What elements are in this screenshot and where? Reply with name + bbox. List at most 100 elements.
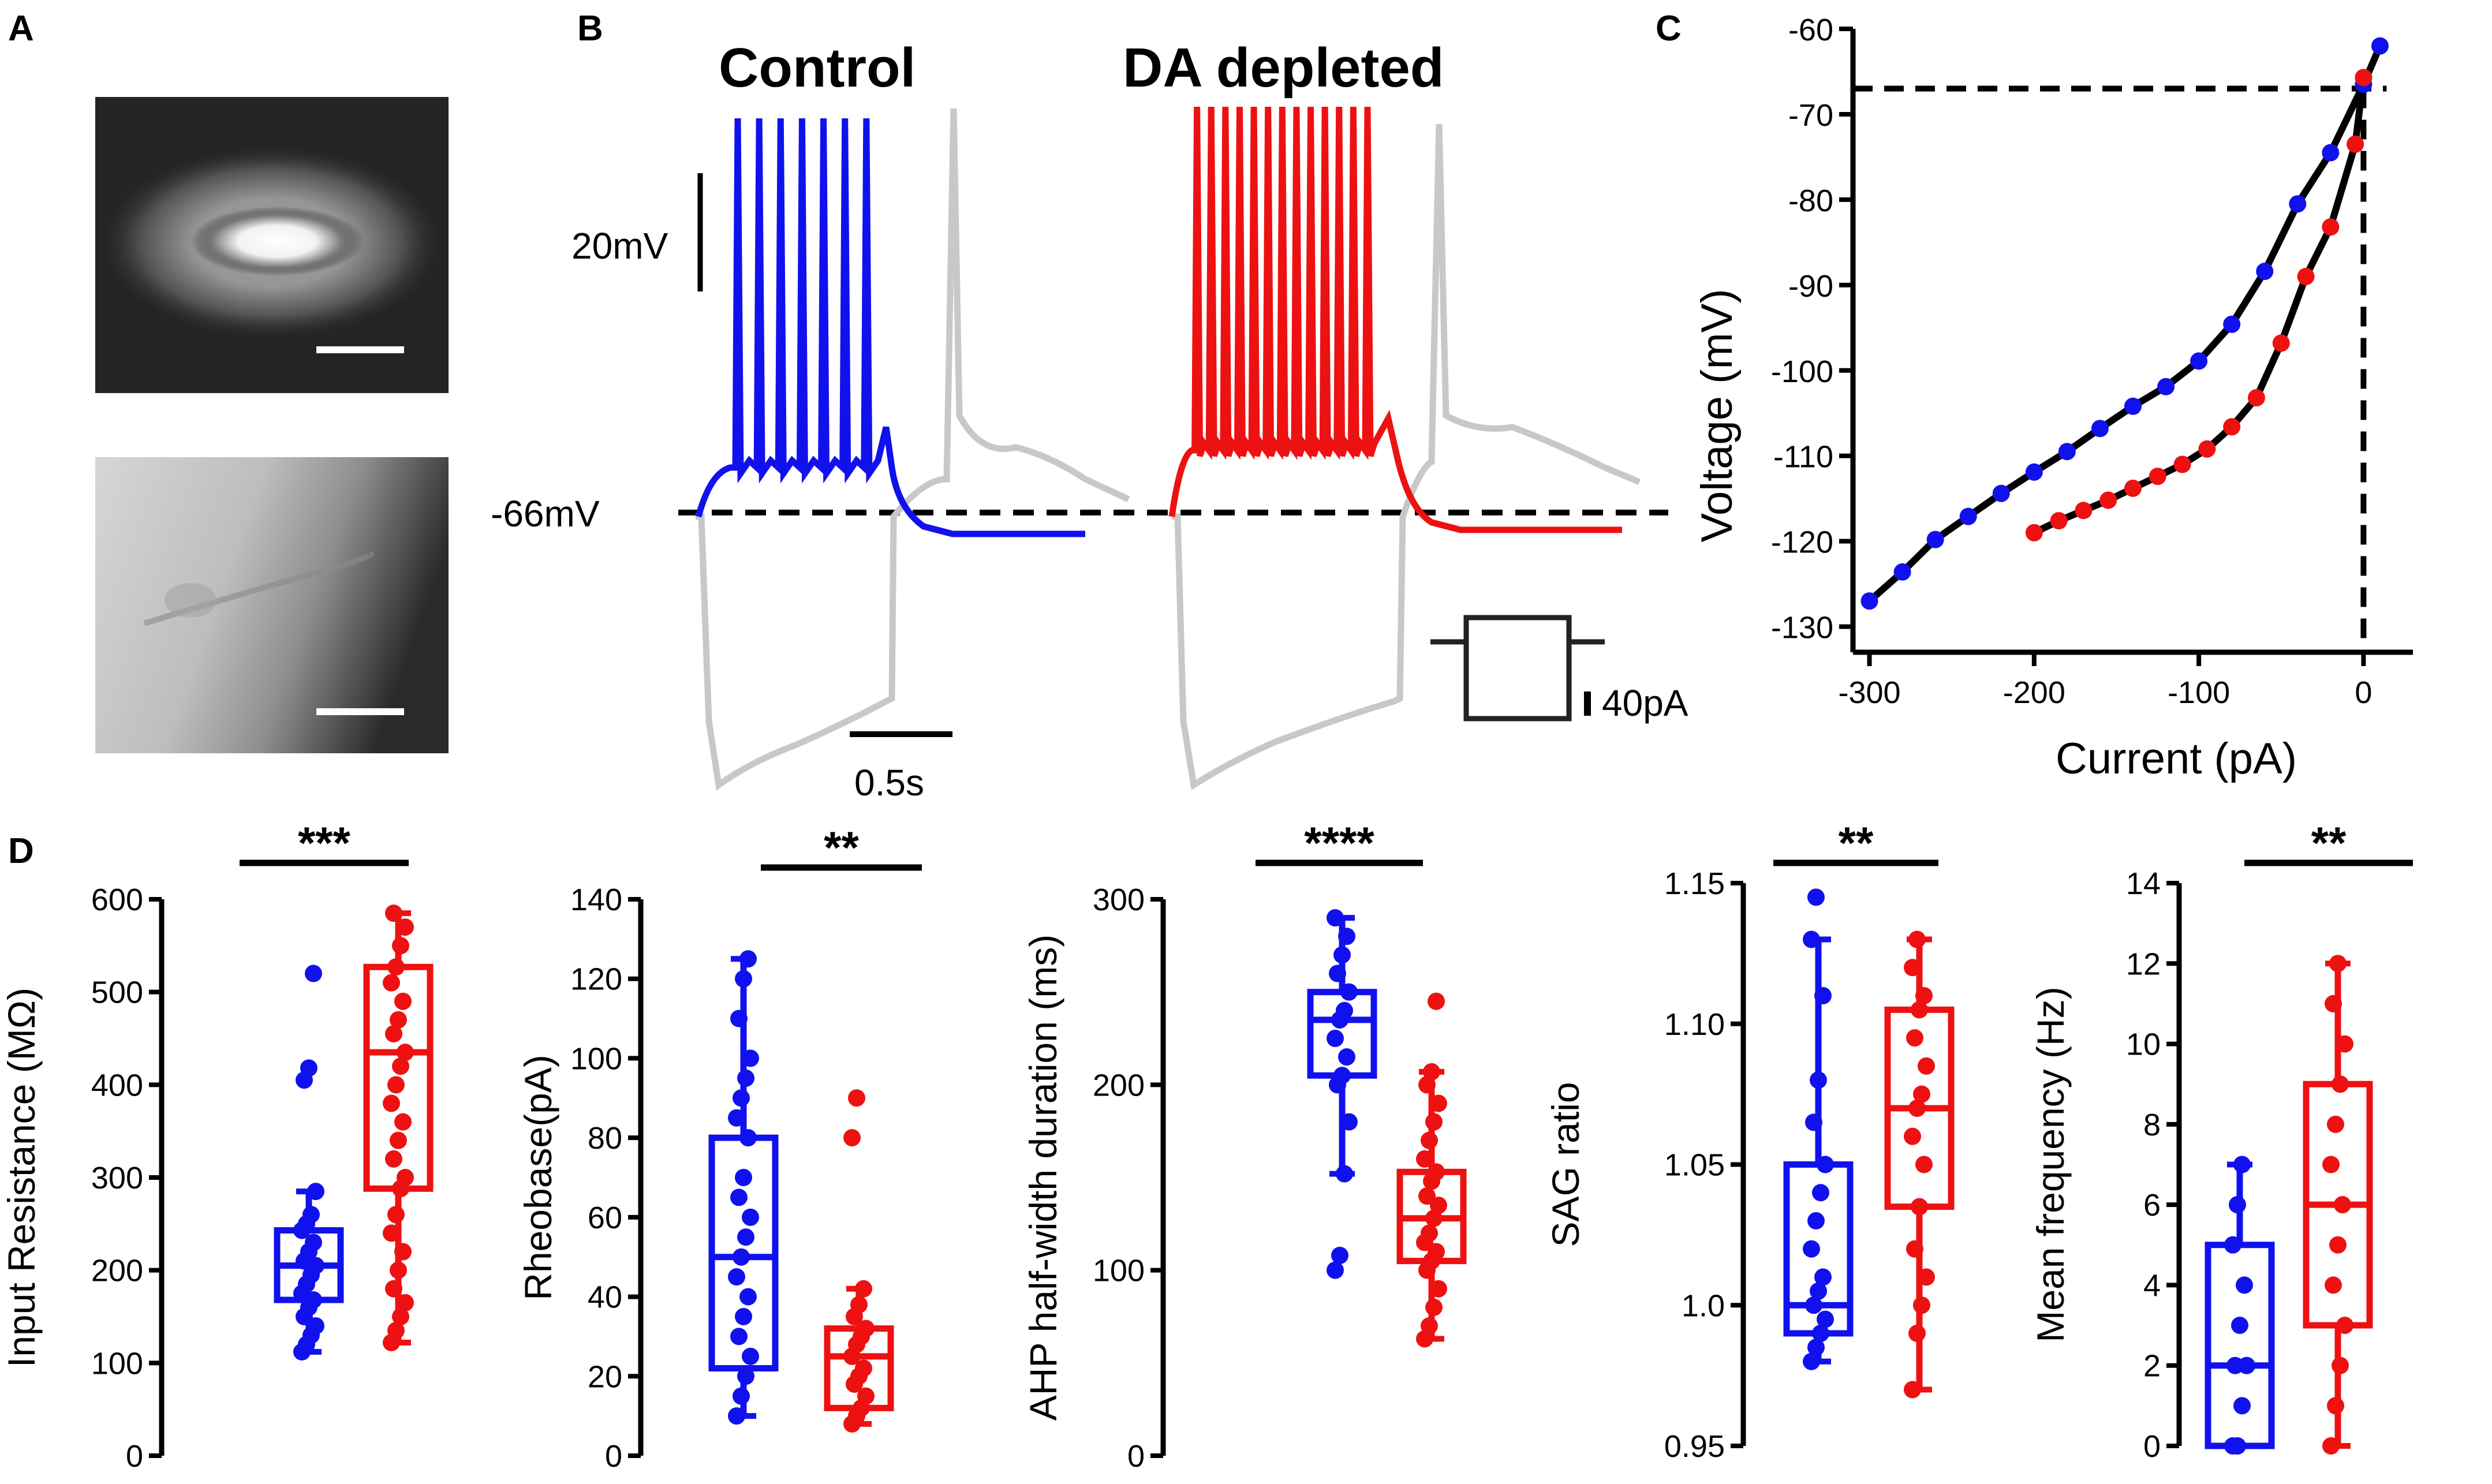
iv-point-control bbox=[2025, 463, 2043, 481]
sag_ratio-y-tick-label: 1.15 bbox=[1664, 866, 1725, 901]
mean_frequency-y-tick-label: 4 bbox=[2143, 1268, 2161, 1303]
input_resistance-da-depleted-point bbox=[385, 1150, 402, 1168]
iv-y-axis-label: Voltage (mV) bbox=[1693, 289, 1742, 542]
rheobase-y-tick-label: 120 bbox=[570, 962, 622, 997]
ahp_half_width-da-depleted-point bbox=[1423, 1063, 1440, 1081]
iv-x-tick-label: -100 bbox=[2168, 675, 2230, 710]
dic-image bbox=[95, 457, 449, 753]
fluorescence-image bbox=[95, 97, 449, 393]
mean_frequency-da-depleted-point bbox=[2329, 955, 2347, 973]
input_resistance-y-tick-label: 300 bbox=[91, 1161, 143, 1195]
sag_ratio-control-point bbox=[1803, 1352, 1820, 1370]
input_resistance-control-point bbox=[307, 1183, 324, 1201]
input_resistance-control-point bbox=[305, 1233, 322, 1251]
mean_frequency-y-tick-label: 10 bbox=[2126, 1027, 2161, 1062]
control-title: Control bbox=[719, 37, 916, 99]
sag_ratio-control-point bbox=[1814, 987, 1832, 1004]
iv-x-tick-label: -200 bbox=[2003, 675, 2065, 710]
input_resistance-da-depleted-point bbox=[390, 1261, 407, 1279]
scale-bar-top bbox=[316, 346, 404, 353]
iv-point-control bbox=[2256, 263, 2274, 281]
sag_ratio-da-depleted-point bbox=[1918, 1268, 1935, 1286]
rheobase-y-tick-label: 20 bbox=[588, 1359, 622, 1394]
input_resistance-da-depleted-point bbox=[387, 1206, 405, 1224]
input_resistance-da-depleted-point bbox=[394, 1113, 412, 1131]
mean_frequency-da-depleted-point bbox=[2327, 1115, 2344, 1133]
iv-point-control bbox=[2157, 377, 2175, 395]
input_resistance-control-point bbox=[302, 1206, 320, 1224]
mean_frequency-y-tick-label: 2 bbox=[2143, 1349, 2161, 1384]
input_resistance-y-tick-label: 600 bbox=[91, 883, 143, 917]
sag_ratio-da-depleted-point bbox=[1908, 930, 1926, 948]
input_resistance-da-depleted-point bbox=[383, 1224, 400, 1242]
ahp_half_width-control-point bbox=[1338, 1048, 1355, 1066]
ahp_half_width-control-point bbox=[1329, 965, 1346, 982]
iv-point-da bbox=[2075, 502, 2093, 519]
sag_ratio-da-depleted-point bbox=[1908, 1325, 1926, 1342]
input_resistance-da-depleted-point bbox=[390, 1011, 407, 1029]
ahp_half_width-control-point bbox=[1331, 1246, 1348, 1264]
sag_ratio-control-point bbox=[1803, 930, 1820, 948]
iv-point-da bbox=[2124, 479, 2142, 497]
sag_ratio-control-point bbox=[1814, 1268, 1832, 1286]
rheobase-control-point bbox=[733, 1089, 750, 1107]
iv-x-tick-label: 0 bbox=[2355, 675, 2372, 710]
sag_ratio-control-point bbox=[1810, 1282, 1827, 1300]
rheobase-y-tick-label: 80 bbox=[588, 1121, 622, 1156]
sag_ratio-da-depleted-point bbox=[1918, 1057, 1935, 1075]
mean_frequency-y-tick-label: 0 bbox=[2143, 1429, 2161, 1464]
rheobase-control-point bbox=[737, 1228, 754, 1246]
rheobase-y-tick-label: 40 bbox=[588, 1280, 622, 1315]
input_resistance-significance-label: *** bbox=[298, 817, 351, 868]
mean_frequency-control-point bbox=[2233, 1156, 2251, 1173]
ahp_half_width-control-point bbox=[1327, 1030, 1344, 1047]
ahp_half_width-da-depleted-point bbox=[1428, 1243, 1445, 1261]
mean_frequency-da-depleted-point bbox=[2327, 1397, 2344, 1415]
rheobase-control-point bbox=[730, 1328, 748, 1345]
rheobase-da-depleted-point bbox=[857, 1319, 875, 1337]
input_resistance-da-depleted-point bbox=[385, 1280, 402, 1298]
iv-point-control bbox=[1926, 530, 1944, 548]
rheobase-da-depleted-point bbox=[857, 1387, 875, 1405]
rheobase-control-point bbox=[730, 1010, 748, 1027]
rheobase-control-point bbox=[737, 1069, 754, 1087]
mean_frequency-y-tick-label: 6 bbox=[2143, 1188, 2161, 1223]
mean_frequency-y-label: Mean frequency (Hz) bbox=[2029, 986, 2072, 1342]
ahp_half_width-control-point bbox=[1340, 983, 1358, 1001]
sag_ratio-da-depleted-point bbox=[1913, 1296, 1930, 1314]
panel-label-a: A bbox=[8, 9, 34, 48]
iv-point-control bbox=[1959, 507, 1977, 525]
ahp_half_width-y-tick-label: 200 bbox=[1093, 1068, 1145, 1102]
iv-point-control bbox=[1860, 592, 1878, 610]
ahp_half_width-da-depleted-point bbox=[1430, 1280, 1447, 1298]
iv-point-da bbox=[2272, 334, 2290, 352]
scale-bar-bottom bbox=[316, 708, 404, 715]
iv-curve-chart: Voltage (mV) Current (pA) -60 -70 -80 -90 -1… bbox=[1693, 13, 2413, 783]
ahp_half_width-control-point bbox=[1340, 1113, 1358, 1131]
iv-point-da bbox=[2247, 389, 2265, 407]
iv-point-control bbox=[2289, 195, 2307, 213]
rheobase-da-depleted-point bbox=[843, 1129, 861, 1147]
rheobase-y-tick-label: 140 bbox=[570, 883, 622, 917]
input_resistance-da-depleted-point bbox=[397, 918, 414, 936]
box-plot-sag_ratio: 0.95 1.0 1.05 1.10 1.15 SAG ratio ** bbox=[1544, 817, 1955, 1464]
mean_frequency-da-depleted-point bbox=[2329, 1236, 2347, 1254]
input_resistance-da-depleted-point bbox=[387, 1322, 405, 1340]
iv-y-tick-label: -90 bbox=[1788, 269, 1833, 304]
rheobase-y-tick-label: 60 bbox=[588, 1201, 622, 1235]
sag_ratio-significance-label: ** bbox=[1839, 817, 1874, 868]
input_resistance-da-depleted-point bbox=[392, 1308, 409, 1325]
rheobase-da-depleted-point bbox=[855, 1280, 872, 1298]
input_resistance-da-depleted-point bbox=[394, 992, 412, 1010]
mean_frequency-control-point bbox=[2233, 1397, 2251, 1415]
da-depleted-title: DA depleted bbox=[1123, 37, 1444, 99]
mean_frequency-control-point bbox=[2226, 1356, 2244, 1374]
sag_ratio-da-depleted-point bbox=[1904, 959, 1921, 977]
sag_ratio-da-depleted-point bbox=[1915, 1156, 1933, 1173]
rheobase-control-point bbox=[742, 1208, 759, 1226]
ahp_half_width-da-depleted-point bbox=[1430, 1197, 1447, 1214]
input_resistance-da-depleted-point bbox=[392, 1057, 409, 1075]
sag_ratio-da-depleted-point bbox=[1908, 1100, 1926, 1117]
mean_frequency-da-depleted-point bbox=[2322, 1156, 2340, 1173]
